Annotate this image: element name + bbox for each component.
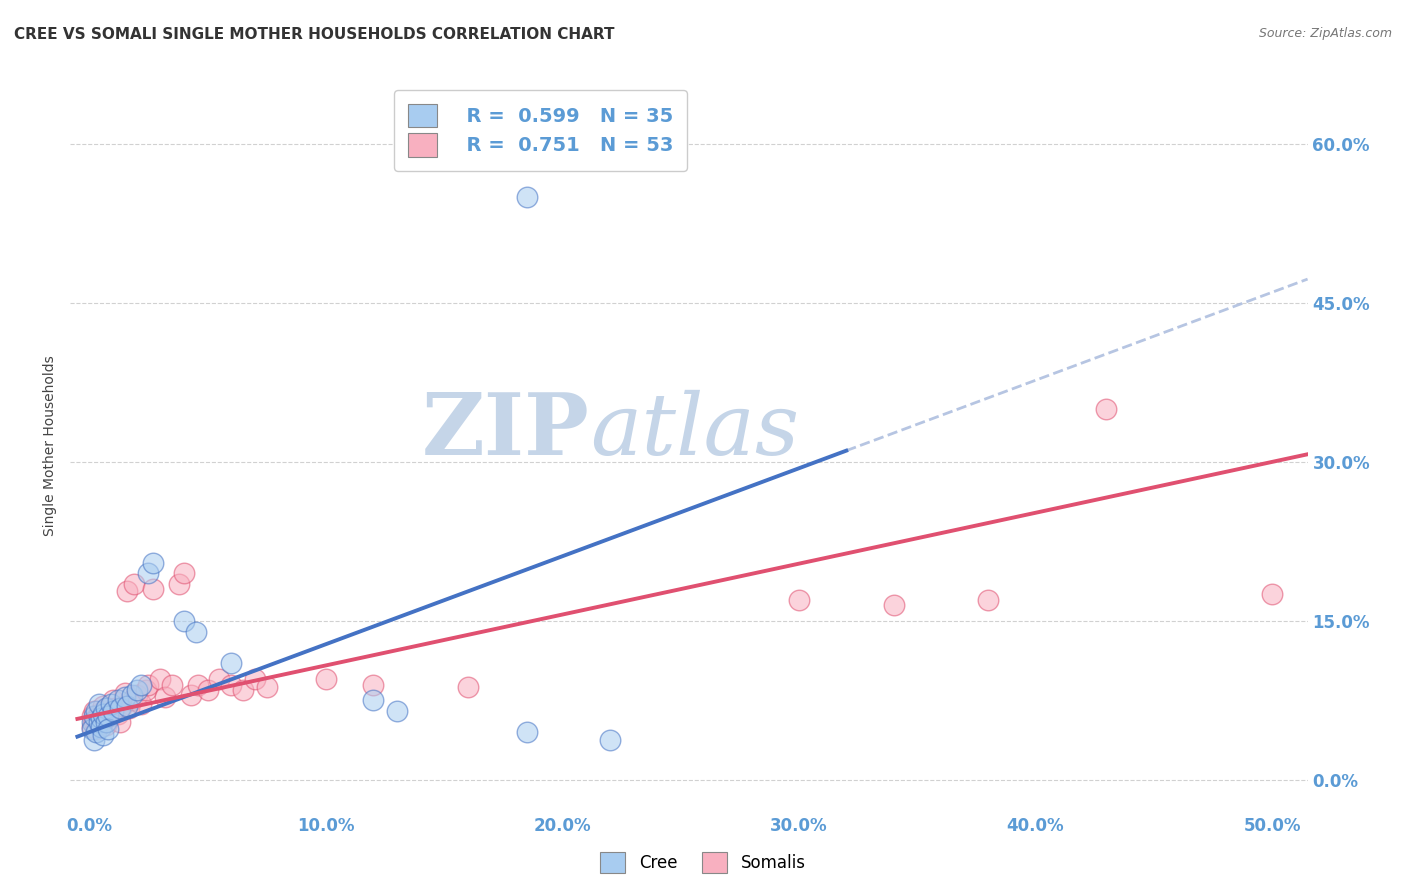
Point [87,714,110,729]
Legend: Cree, Somalis: Cree, Somalis [593,846,813,880]
Point [108,701,131,715]
Point [90,709,112,723]
Point [93,728,115,742]
Point [243,672,266,686]
Point [167,576,190,591]
Point [114,690,136,705]
Point [87,697,110,711]
Point [94,711,117,725]
Point [90,711,112,725]
Point [135,682,157,697]
Point [173,566,195,581]
Point [219,657,242,671]
Point [232,682,254,697]
Point [385,704,408,718]
Text: ZIP: ZIP [422,390,591,474]
Point [153,690,176,705]
Point [108,714,131,729]
Point [86,725,108,739]
Point [115,698,138,713]
Point [138,677,160,691]
Point [125,682,148,697]
Point [883,598,905,612]
Point [787,592,810,607]
Point [93,698,115,713]
Point [87,707,110,722]
Point [115,584,138,599]
Point [315,672,337,686]
Point [83,714,105,729]
Point [122,576,145,591]
Point [142,556,165,570]
Point [121,688,143,702]
Point [107,693,129,707]
Point [94,714,117,729]
Point [104,701,127,715]
Point [180,688,202,702]
Point [361,677,384,691]
Point [94,701,117,715]
Point [97,707,120,722]
Text: CREE VS SOMALI SINGLE MOTHER HOUSEHOLDS CORRELATION CHART: CREE VS SOMALI SINGLE MOTHER HOUSEHOLDS … [14,27,614,42]
Point [100,697,122,711]
Y-axis label: Single Mother Households: Single Mother Households [44,356,58,536]
Point [101,693,124,707]
Point [83,704,105,718]
Point [97,709,120,723]
Point [173,614,195,628]
Point [160,677,183,691]
Point [83,732,105,747]
Legend:   R =  0.599   N = 35,   R =  0.751   N = 53: R = 0.599 N = 35, R = 0.751 N = 53 [394,90,686,170]
Point [599,732,621,747]
Text: atlas: atlas [591,390,799,473]
Point [256,680,278,694]
Point [94,718,117,732]
Point [90,714,112,729]
Point [86,722,108,736]
Point [1261,587,1284,601]
Point [111,698,134,713]
Point [184,624,207,639]
Point [208,672,231,686]
Point [118,701,141,715]
Point [516,190,538,204]
Point [90,720,112,734]
Point [114,686,136,700]
Point [97,701,120,715]
Point [87,718,110,732]
Point [93,704,115,718]
Point [86,711,108,725]
Point [100,709,122,723]
Point [101,704,124,718]
Point [129,677,152,691]
Point [80,720,103,734]
Point [129,697,152,711]
Point [187,677,209,691]
Point [197,682,219,697]
Point [457,680,479,694]
Point [149,672,172,686]
Point [142,582,165,596]
Point [93,707,115,722]
Point [125,688,148,702]
Point [83,709,105,723]
Point [80,709,103,723]
Point [361,693,384,707]
Point [121,693,143,707]
Point [138,566,160,581]
Point [97,722,120,736]
Point [80,722,103,736]
Text: Source: ZipAtlas.com: Source: ZipAtlas.com [1258,27,1392,40]
Point [977,592,1000,607]
Point [516,725,538,739]
Point [1095,401,1118,416]
Point [107,707,129,722]
Point [219,677,242,691]
Point [86,704,108,718]
Point [80,714,103,729]
